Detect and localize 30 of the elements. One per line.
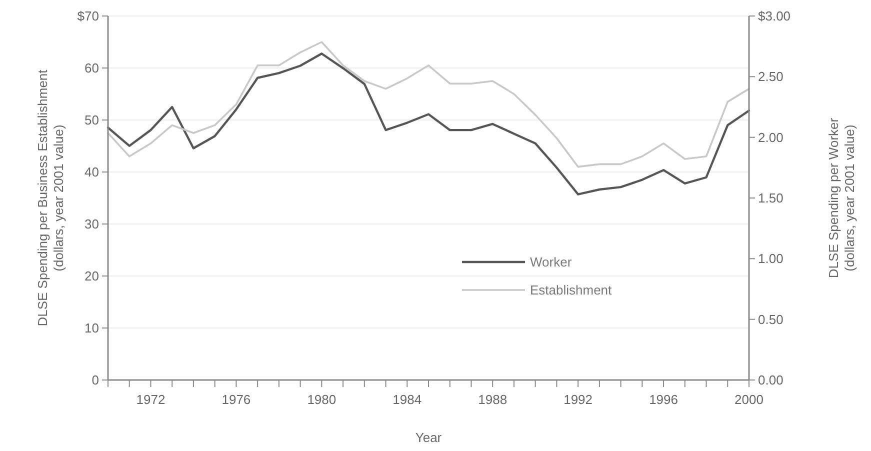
- y2-tick-label: 0.50: [758, 312, 784, 327]
- y2-axis-title: DLSE Spending per Worker (dollars, year 2001 value): [826, 117, 857, 278]
- line-series: [107, 41, 750, 168]
- y2-tick-label: 2.00: [758, 130, 784, 145]
- x-tick-label: 2000: [734, 392, 764, 407]
- x-tick-label: 1980: [307, 392, 336, 407]
- x-tick-label: 1976: [222, 392, 251, 407]
- y-tick-label: $70: [77, 8, 99, 24]
- x-tick-label: 1972: [136, 392, 166, 407]
- y-tick-label: 50: [84, 112, 99, 128]
- y-tick-label: 0: [92, 372, 99, 388]
- legend-label: Worker: [530, 254, 572, 270]
- y2-tick-label: 0.00: [758, 372, 784, 388]
- y2-tick-label: 2.50: [758, 69, 784, 84]
- y-axis-title: DLSE Spending per Business Establishment (dollars, year 2001 value): [35, 69, 66, 326]
- x-tick-label: 1992: [564, 392, 593, 407]
- y2-tick-label: $3.00: [758, 8, 791, 24]
- y-tick-label: 10: [84, 320, 99, 336]
- y-tick-label: 30: [84, 216, 99, 232]
- y-tick-label: 40: [84, 164, 99, 180]
- x-tick-label: 1996: [649, 392, 678, 407]
- legend-label: Establishment: [530, 282, 612, 298]
- y-tick-label: 20: [84, 268, 99, 284]
- y2-tick-label: 1.50: [758, 190, 784, 206]
- x-tick-label: 1988: [478, 392, 508, 407]
- line-series: [106, 52, 750, 196]
- x-axis-title: Year: [415, 430, 442, 445]
- y2-tick-label: 1.00: [758, 251, 784, 266]
- y-tick-label: 60: [84, 60, 99, 76]
- x-tick-label: 1984: [392, 392, 422, 407]
